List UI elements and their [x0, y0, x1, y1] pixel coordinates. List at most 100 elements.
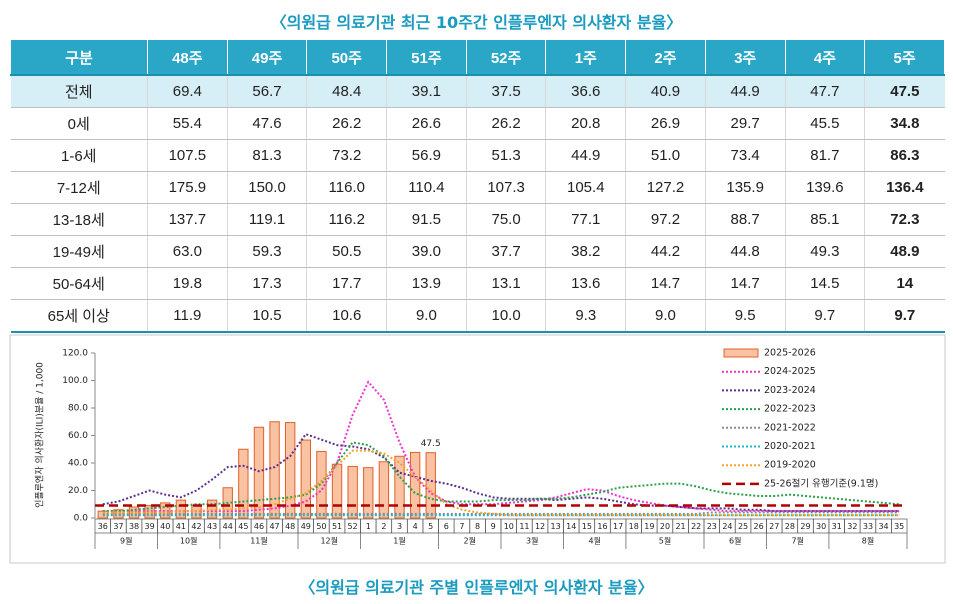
table-row: 50-64세 19.8 17.3 17.7 13.9 13.1 13.6 14.7 14.7 14…	[10, 267, 945, 300]
bar	[175, 499, 187, 519]
table-cell: 26.2	[306, 107, 387, 140]
header-cell: 5주	[864, 40, 945, 76]
x-tick-label: 27	[769, 522, 779, 531]
table-cell: 59.3	[226, 235, 307, 268]
x-tick-label: 51	[332, 522, 342, 531]
month-label: 6월	[729, 536, 741, 546]
table-cell: 47.6	[226, 107, 307, 140]
bar	[144, 505, 155, 519]
table-cell: 47.5	[864, 75, 945, 108]
header-cell: 2주	[625, 40, 706, 76]
month-label: 5월	[659, 536, 671, 546]
table-cell: 44.9	[704, 75, 785, 108]
x-tick-label: 19	[644, 522, 654, 531]
row-label: 65세 이상	[10, 299, 148, 333]
x-tick-label: 23	[707, 522, 717, 531]
table-cell: 119.1	[226, 203, 307, 236]
table-cell: 77.1	[545, 203, 626, 236]
legend-label: 2024-2025	[764, 366, 816, 377]
table-cell: 14.7	[704, 267, 785, 300]
x-tick-label: 47	[269, 522, 279, 531]
table-cell: 73.2	[306, 139, 387, 172]
bar	[394, 455, 405, 519]
x-tick-label: 42	[191, 522, 201, 531]
header-cell: 52주	[465, 40, 547, 76]
table-cell: 13.6	[545, 267, 626, 300]
table-cell: 26.2	[465, 107, 546, 140]
month-label: 8월	[862, 536, 874, 546]
x-tick-label: 30	[816, 522, 826, 531]
table-cell: 9.5	[704, 299, 785, 333]
row-label: 전체	[10, 75, 148, 108]
table-row: 19-49세 63.0 59.3 50.5 39.0 37.7 38.2 44.2 44.8 49…	[10, 235, 945, 268]
legend-label: 2019-2020	[764, 460, 816, 471]
header-cell: 51주	[386, 40, 467, 76]
table-row: 0세 55.4 47.6 26.2 26.6 26.2 20.8 26.9 29.7 45.5 34…	[10, 107, 945, 140]
table-cell: 69.4	[147, 75, 228, 108]
table-cell: 175.9	[147, 171, 228, 204]
header-row: 구분 48주 49주 50주 51주 52주 1주 2주 3주 4주 5주	[10, 40, 945, 76]
table-cell: 37.5	[465, 75, 546, 108]
month-label: 9월	[120, 536, 132, 546]
x-tick-label: 13	[551, 522, 561, 531]
x-tick-label: 46	[254, 522, 264, 531]
x-tick-label: 38	[129, 522, 139, 531]
table-cell: 86.3	[864, 139, 945, 172]
y-tick-label: 80.0	[68, 404, 88, 414]
x-tick-label: 40	[160, 522, 170, 531]
table-cell: 72.3	[864, 203, 945, 236]
table-cell: 14	[864, 267, 945, 300]
x-tick-label: 7	[459, 522, 464, 531]
table-cell: 36.6	[545, 75, 626, 108]
table-cell: 49.3	[784, 235, 865, 268]
table-cell: 9.0	[386, 299, 467, 333]
x-tick-label: 36	[98, 522, 108, 531]
bar	[238, 448, 249, 519]
x-tick-label: 26	[754, 522, 764, 531]
table-cell: 81.3	[226, 139, 307, 172]
x-tick-label: 5	[428, 522, 433, 531]
table-cell: 9.7	[864, 299, 945, 333]
table-cell: 48.9	[864, 235, 945, 268]
x-tick-label: 12	[535, 522, 545, 531]
x-tick-label: 18	[629, 522, 639, 531]
x-tick-label: 8	[475, 522, 480, 531]
x-tick-label: 50	[316, 522, 326, 531]
bar	[331, 463, 343, 519]
table-cell: 116.2	[306, 203, 387, 236]
table-cell: 10.5	[226, 299, 307, 333]
table-row: 1-6세 107.5 81.3 73.2 56.9 51.3 44.9 51.0 73.4 81.…	[10, 139, 945, 172]
month-label: 1월	[393, 536, 405, 546]
bar	[300, 439, 311, 519]
bar	[347, 465, 358, 519]
table-cell: 17.7	[306, 267, 387, 300]
x-tick-label: 14	[566, 522, 576, 531]
table-cell: 48.4	[306, 75, 387, 108]
table-cell: 51.0	[625, 139, 706, 172]
x-tick-label: 10	[504, 522, 514, 531]
x-tick-label: 52	[348, 522, 358, 531]
bar	[378, 461, 390, 519]
table-cell: 73.4	[704, 139, 785, 172]
month-label: 12월	[320, 536, 338, 546]
x-tick-label: 16	[597, 522, 607, 531]
table-cell: 75.0	[465, 203, 546, 236]
legend-swatch	[723, 348, 759, 358]
table-row: 7-12세 175.9 150.0 116.0 110.4 107.3 105.4 127.2…	[10, 171, 945, 204]
table-cell: 135.9	[704, 171, 785, 204]
x-tick-label: 35	[894, 522, 904, 531]
table-cell: 13.1	[465, 267, 546, 300]
header-cell: 1주	[545, 40, 627, 76]
x-tick-label: 3	[397, 522, 402, 531]
table-cell: 10.0	[465, 299, 546, 333]
table-cell: 34.8	[864, 107, 945, 140]
bar	[97, 510, 108, 519]
table-cell: 47.7	[784, 75, 865, 108]
y-tick-label: 20.0	[68, 486, 88, 496]
bar	[409, 451, 421, 519]
month-label: 7월	[791, 536, 803, 546]
value-label: 47.5	[421, 439, 441, 449]
table-cell: 150.0	[226, 171, 307, 204]
table-cell: 20.8	[545, 107, 626, 140]
